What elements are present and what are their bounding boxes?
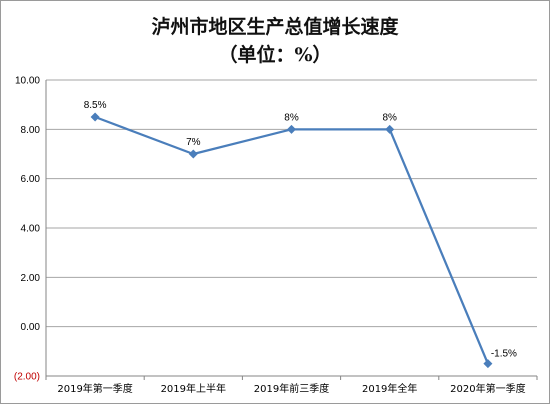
data-label: 8% [284,112,299,123]
x-tick-label: 2019年全年 [362,382,417,395]
y-tick-label: 6.00 [21,174,41,185]
data-point [483,359,493,369]
data-point [287,124,296,134]
chart-title: 泸州市地区生产总值增长速度 [151,16,399,38]
data-label: 7% [186,137,201,148]
y-tick-label: 4.00 [21,224,41,235]
data-point [188,149,198,159]
x-tick-label: 2019年前三季度 [254,382,329,395]
x-tick-label: 2019年第一季度 [57,382,132,395]
x-tick-label: 2019年上半年 [161,382,226,395]
data-point [90,112,100,122]
y-tick-label: 2.00 [21,273,41,284]
data-label: 8% [382,112,397,123]
x-tick-label: 2020年第一季度 [450,382,525,395]
y-tick-label: 8.00 [21,125,41,136]
chart-subtitle: （单位：%） [218,44,332,66]
data-label: 8.5% [84,100,107,111]
y-tick-label: 10.00 [15,76,40,87]
data-point [385,124,395,134]
y-tick-label: 0.00 [21,322,41,333]
data-label: -1.5% [491,349,517,360]
y-tick-label: (2.00) [14,372,40,383]
